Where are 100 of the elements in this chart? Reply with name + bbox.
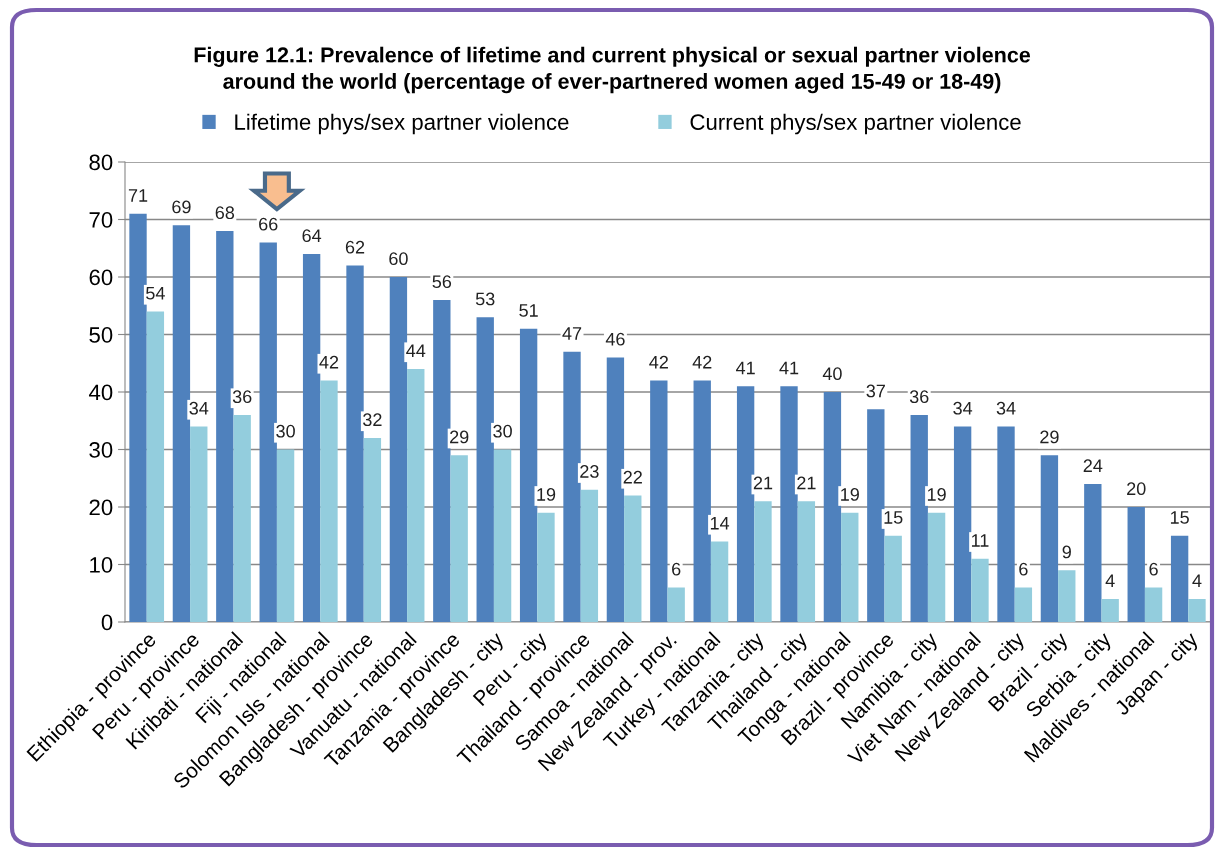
data-label: 29	[450, 430, 469, 444]
data-label: 14	[710, 517, 730, 530]
bar	[867, 409, 885, 622]
bar	[624, 495, 642, 622]
y-tick-label: 20	[89, 499, 113, 516]
bar	[997, 426, 1015, 622]
data-label: 53	[475, 292, 495, 306]
bar	[1170, 535, 1189, 622]
bar	[363, 438, 382, 622]
data-label: 30	[493, 424, 512, 438]
data-label: 41	[735, 361, 755, 375]
data-label: 23	[580, 465, 599, 478]
data-label: 42	[649, 355, 668, 369]
data-label: 6	[1149, 562, 1158, 576]
data-label: 36	[909, 390, 929, 404]
data-label: 15	[1170, 511, 1189, 524]
bar	[276, 449, 295, 622]
bar	[580, 489, 599, 622]
data-label: 29	[1040, 430, 1059, 444]
bar	[172, 225, 191, 622]
bar	[823, 392, 842, 622]
y-tick-label: 40	[88, 384, 113, 401]
bar	[389, 277, 408, 622]
data-label: 62	[345, 240, 365, 254]
data-label: 22	[623, 470, 642, 484]
data-label: 51	[519, 304, 538, 317]
bar	[302, 254, 321, 622]
data-label: 4	[1105, 574, 1115, 587]
data-label: 60	[389, 252, 408, 266]
bar	[650, 380, 668, 622]
data-label: 41	[779, 361, 799, 375]
data-label: 34	[996, 401, 1016, 415]
legend-label: Lifetime phys/sex partner violence	[235, 113, 569, 135]
y-tick-label: 70	[89, 212, 113, 228]
bar	[259, 242, 277, 622]
data-label: 56	[432, 275, 452, 289]
y-tick-label: 30	[89, 442, 113, 458]
data-label: 42	[319, 355, 339, 369]
data-label: 24	[1083, 459, 1103, 472]
legend-label: Current phys/sex partner violence	[690, 113, 1021, 135]
data-label: 19	[537, 488, 556, 501]
chart-title: Figure 12.1: Prevalence of lifetime and current physical or sexual partner violence around the world (percentage of ever-partnered women aged 15-49 or 18-49)	[194, 46, 1031, 94]
data-label: 11	[971, 534, 989, 547]
bar	[754, 501, 772, 622]
data-label: 30	[276, 424, 295, 438]
data-label: 19	[841, 488, 859, 501]
bar	[1127, 507, 1145, 622]
bar	[953, 426, 972, 622]
y-tick-label: 0	[101, 614, 113, 631]
data-label: 34	[953, 401, 973, 415]
bar	[797, 501, 816, 622]
bar	[476, 317, 494, 622]
data-label: 64	[302, 229, 322, 243]
data-label: 68	[215, 206, 235, 220]
data-label: 34	[189, 401, 209, 415]
bar	[493, 449, 512, 622]
data-label: 40	[822, 367, 842, 381]
bar	[927, 512, 946, 622]
bar	[1144, 587, 1163, 622]
data-label: 15	[884, 511, 903, 524]
bar	[563, 351, 581, 622]
data-label: 71	[128, 189, 148, 202]
bar	[736, 386, 755, 622]
data-label: 19	[927, 488, 946, 501]
bar	[129, 213, 147, 622]
data-label: 20	[1127, 482, 1146, 496]
data-label: 21	[797, 476, 816, 490]
data-label: 37	[866, 384, 885, 398]
bar	[1101, 599, 1119, 622]
bar	[519, 328, 538, 622]
bar	[910, 415, 928, 622]
data-label: 21	[753, 476, 773, 490]
bar	[841, 512, 859, 622]
bar	[971, 558, 989, 622]
bar	[1058, 570, 1076, 622]
data-label: 69	[172, 200, 191, 214]
bar	[537, 512, 555, 622]
y-tick-label: 80	[89, 154, 113, 171]
bar	[1188, 599, 1206, 622]
bar	[216, 231, 234, 622]
bar	[450, 455, 468, 622]
y-tick-label: 50	[89, 327, 113, 343]
y-tick-label: 60	[89, 269, 113, 286]
bar	[190, 426, 208, 622]
data-label: 36	[232, 390, 252, 404]
bar	[667, 587, 685, 622]
bar	[320, 380, 338, 622]
data-label: 42	[692, 355, 712, 369]
bar	[407, 369, 425, 622]
data-label: 44	[406, 344, 426, 357]
data-label: 9	[1062, 545, 1071, 559]
bar	[693, 380, 711, 622]
bar	[606, 357, 625, 622]
data-label: 6	[1019, 562, 1028, 576]
bar	[884, 535, 902, 622]
bar	[346, 265, 364, 622]
bar	[710, 541, 729, 622]
bar	[1014, 587, 1033, 622]
y-tick-label: 10	[90, 557, 113, 573]
data-label: 46	[605, 332, 625, 346]
